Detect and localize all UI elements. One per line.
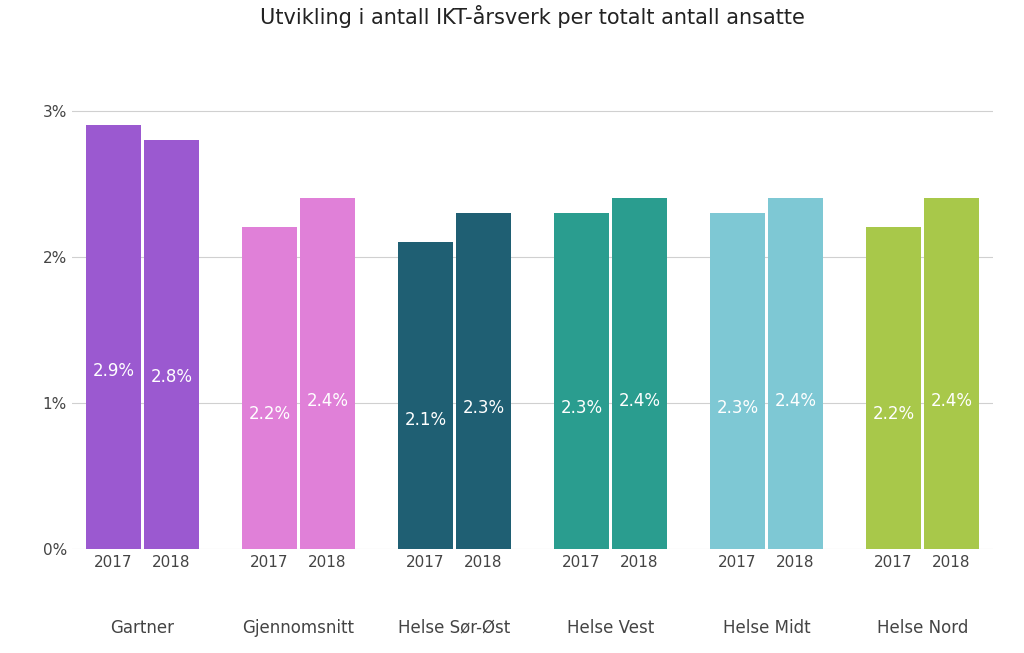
Text: 2.1%: 2.1%: [404, 411, 446, 429]
Text: 2.9%: 2.9%: [92, 362, 134, 380]
Text: 2.3%: 2.3%: [463, 398, 505, 417]
Bar: [711, 213, 765, 549]
Bar: [457, 213, 511, 549]
Bar: [144, 140, 199, 549]
Bar: [398, 242, 453, 549]
Text: 2.2%: 2.2%: [872, 405, 914, 422]
Bar: [925, 199, 979, 549]
Text: 2.2%: 2.2%: [249, 405, 291, 422]
Text: 2.3%: 2.3%: [560, 398, 602, 417]
Text: Gjennomsnitt: Gjennomsnitt: [243, 618, 354, 637]
Text: Gartner: Gartner: [111, 618, 174, 637]
Bar: [866, 227, 921, 549]
Text: Helse Nord: Helse Nord: [877, 618, 969, 637]
Text: 2.4%: 2.4%: [618, 392, 660, 410]
Text: 2.3%: 2.3%: [717, 398, 759, 417]
Bar: [612, 199, 667, 549]
Bar: [300, 199, 354, 549]
Text: Helse Midt: Helse Midt: [723, 618, 810, 637]
Text: 2.4%: 2.4%: [774, 392, 816, 410]
Text: Helse Vest: Helse Vest: [567, 618, 654, 637]
Text: Helse Sør-Øst: Helse Sør-Øst: [398, 618, 511, 637]
Text: 2.8%: 2.8%: [151, 368, 193, 386]
Text: 2.4%: 2.4%: [931, 392, 973, 410]
Bar: [554, 213, 608, 549]
Bar: [86, 125, 140, 549]
Bar: [243, 227, 297, 549]
Bar: [768, 199, 822, 549]
Text: 2.4%: 2.4%: [306, 392, 348, 410]
Title: Utvikling i antall IKT-årsverk per totalt antall ansatte: Utvikling i antall IKT-årsverk per total…: [260, 5, 805, 29]
